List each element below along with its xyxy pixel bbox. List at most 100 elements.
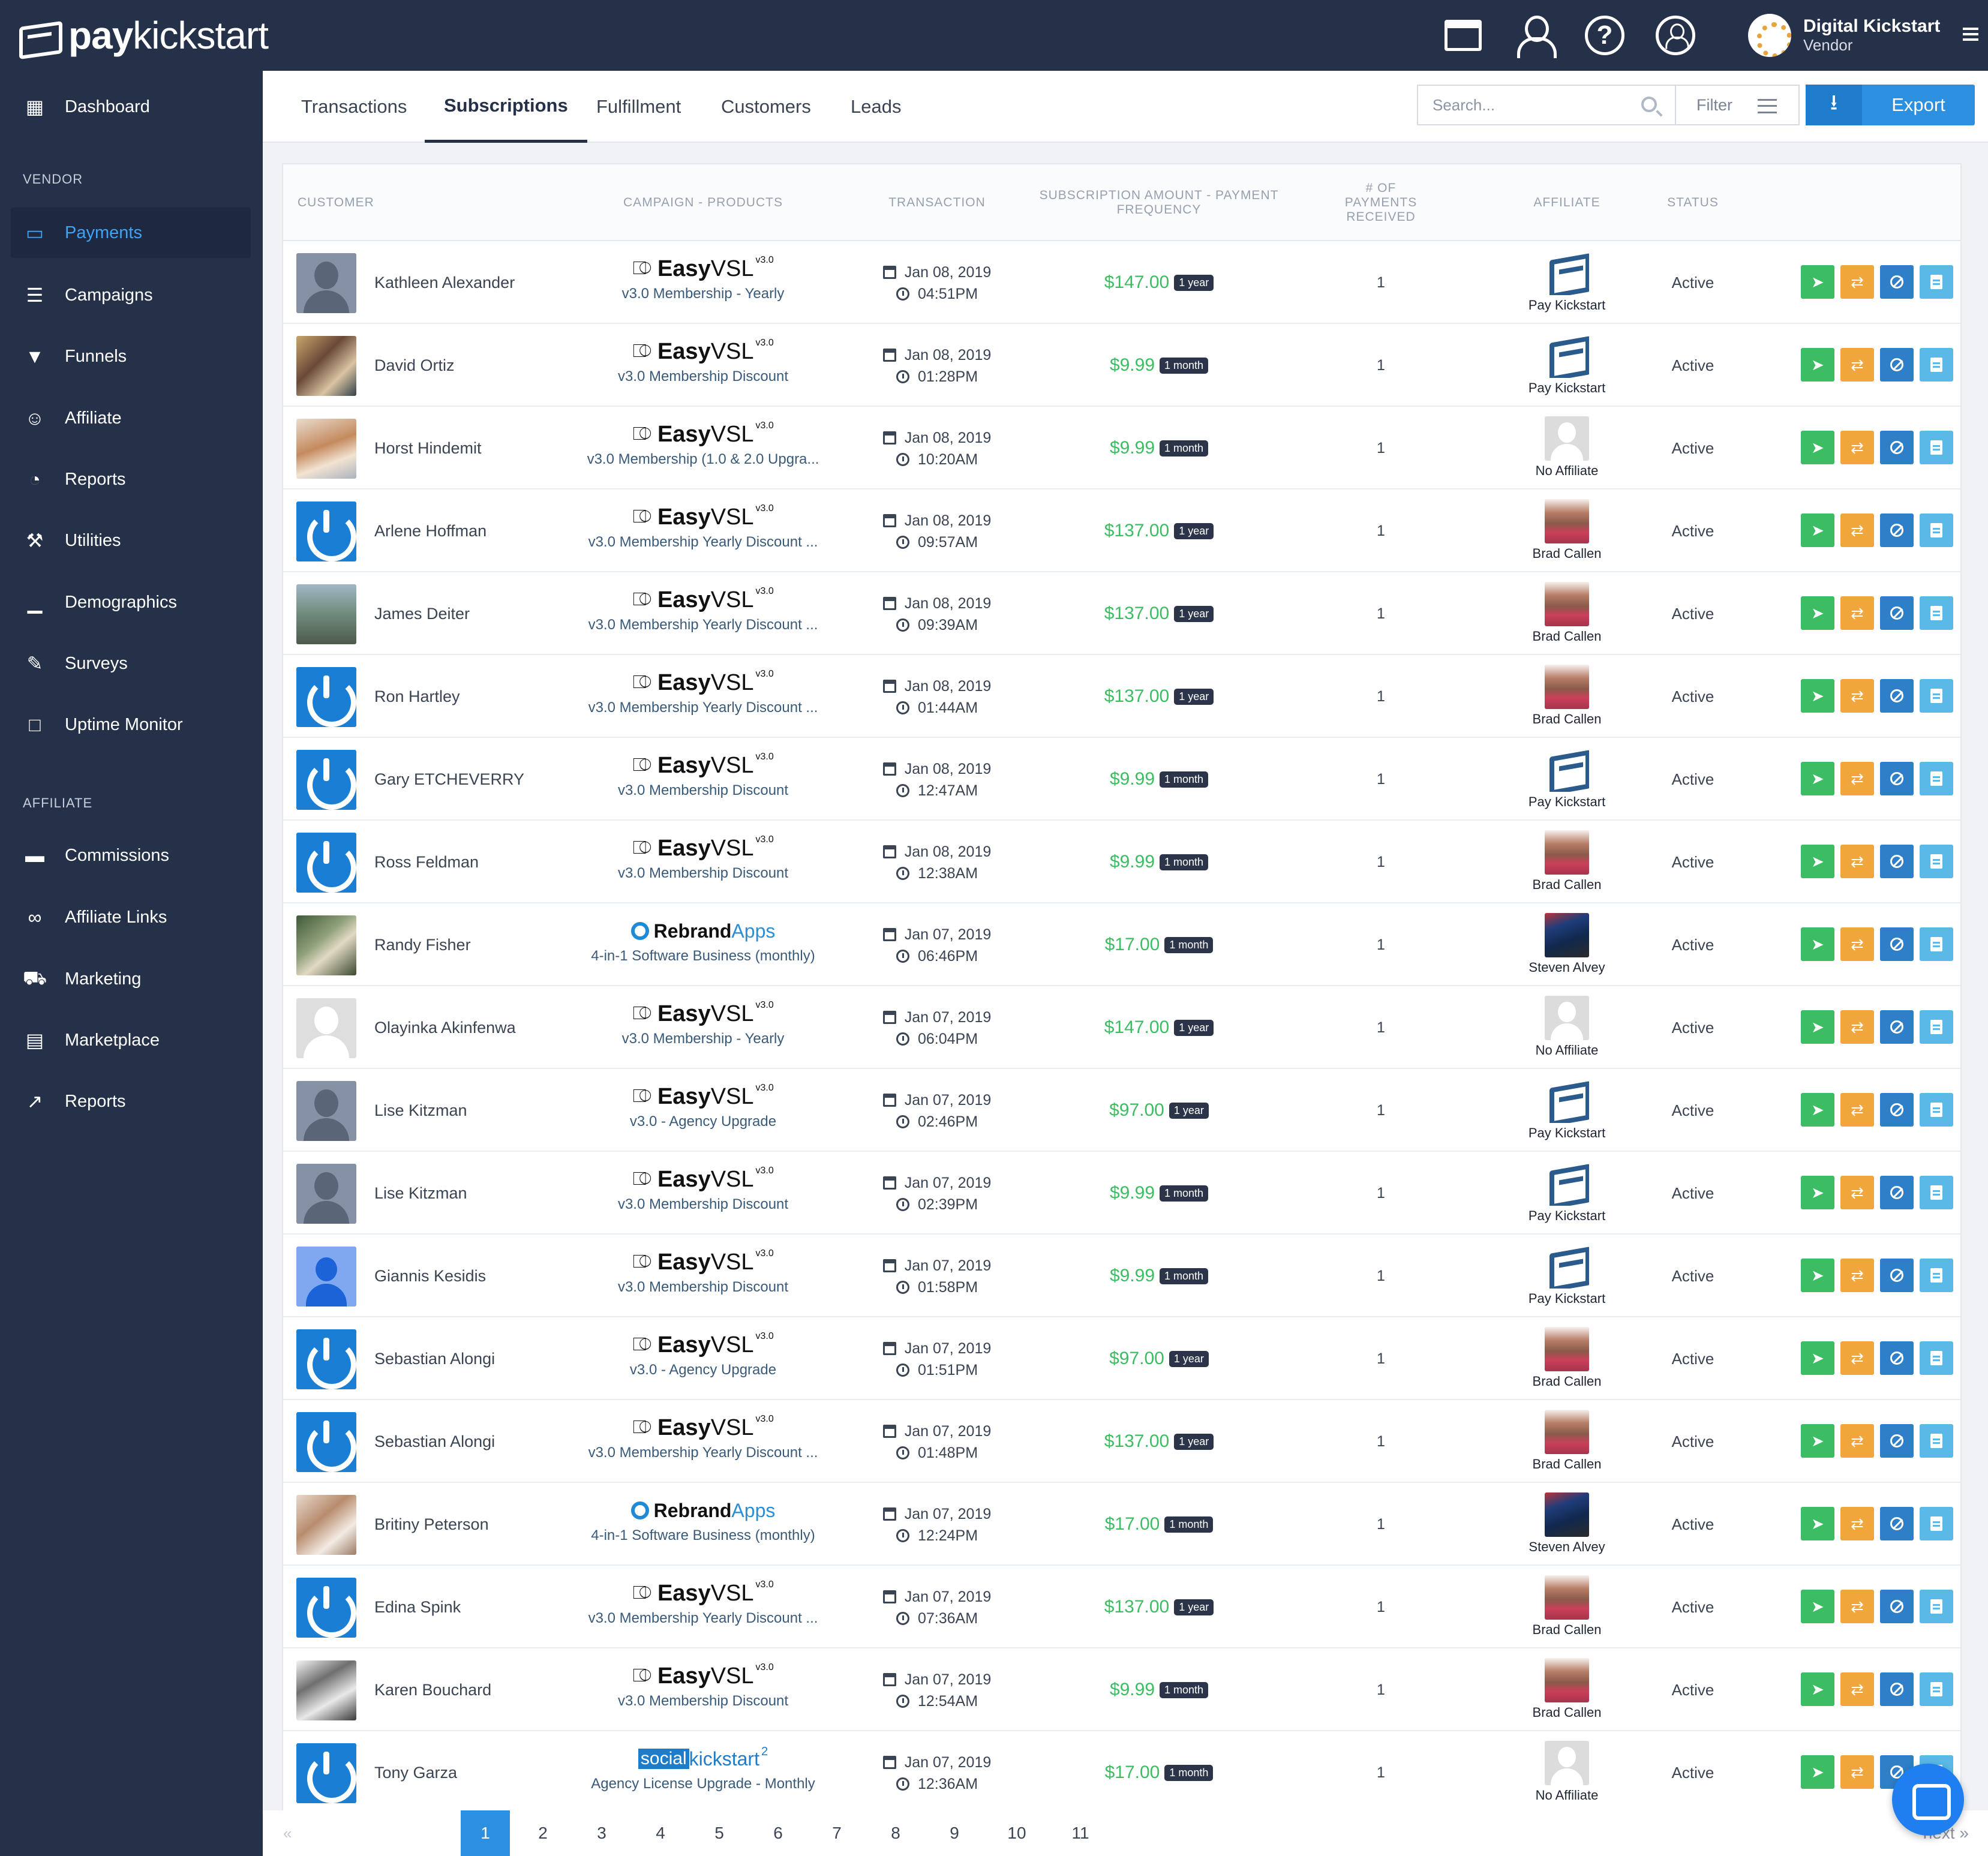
table-row[interactable]: Britiny Peterson Rebrand Apps 4-in-1 Softwa… xyxy=(283,1483,1960,1566)
change-button[interactable]: ⇄ xyxy=(1840,845,1874,878)
customer-name[interactable]: Gary ETCHEVERRY xyxy=(374,770,525,788)
change-button[interactable]: ⇄ xyxy=(1840,1672,1874,1706)
table-row[interactable]: James Deiter ⎄ Easy VSL v3.0 v3.0 Membership … xyxy=(283,572,1960,655)
send-button[interactable]: ➤ xyxy=(1801,927,1834,961)
cancel-subscription-button[interactable] xyxy=(1880,1259,1914,1292)
page-3-button[interactable]: 3 xyxy=(597,1824,606,1842)
table-row[interactable]: Sebastian Alongi ⎄ Easy VSL v3.0 v3.0 - Agenc… xyxy=(283,1317,1960,1400)
change-button[interactable]: ⇄ xyxy=(1840,679,1874,713)
sidebar-item-funnels[interactable]: ▼ Funnels xyxy=(11,331,251,382)
paykickstart-logo[interactable]: pay kickstart xyxy=(17,12,269,59)
customer-name[interactable]: Karen Bouchard xyxy=(374,1680,492,1699)
page-4-button[interactable]: 4 xyxy=(656,1824,665,1842)
affiliate-cell[interactable]: No Affiliate xyxy=(1477,416,1657,479)
invoice-button[interactable] xyxy=(1920,762,1953,795)
tab-customers[interactable]: Customers xyxy=(721,96,811,117)
affiliate-cell[interactable]: Steven Alvey xyxy=(1477,1492,1657,1555)
tab-leads[interactable]: Leads xyxy=(851,96,902,117)
cancel-subscription-button[interactable] xyxy=(1880,1176,1914,1209)
send-button[interactable]: ➤ xyxy=(1801,1259,1834,1292)
tab-transactions[interactable]: Transactions xyxy=(301,96,407,117)
tab-subscriptions[interactable]: Subscriptions xyxy=(425,71,587,143)
send-button[interactable]: ➤ xyxy=(1801,1010,1834,1044)
sidebar-item-marketing[interactable]: ⛟ Marketing xyxy=(11,954,251,1004)
change-button[interactable]: ⇄ xyxy=(1840,1010,1874,1044)
customer-name[interactable]: Ron Hartley xyxy=(374,687,460,705)
change-button[interactable]: ⇄ xyxy=(1840,1093,1874,1127)
cancel-subscription-button[interactable] xyxy=(1880,927,1914,961)
customer-name[interactable]: Tony Garza xyxy=(374,1763,458,1782)
sidebar-item-reports[interactable]: ◔ Reports xyxy=(11,454,251,504)
send-button[interactable]: ➤ xyxy=(1801,1507,1834,1540)
send-button[interactable]: ➤ xyxy=(1801,1176,1834,1209)
sidebar-item-uptime-monitor[interactable]: □ Uptime Monitor xyxy=(11,699,251,750)
send-button[interactable]: ➤ xyxy=(1801,1424,1834,1458)
send-button[interactable]: ➤ xyxy=(1801,1341,1834,1375)
account-switch-icon[interactable] xyxy=(1652,12,1699,59)
customer-name[interactable]: Lise Kitzman xyxy=(374,1184,467,1202)
send-button[interactable]: ➤ xyxy=(1801,1590,1834,1623)
table-row[interactable]: Horst Hindemit ⎄ Easy VSL v3.0 v3.0 Membershi… xyxy=(283,407,1960,489)
customer-name[interactable]: Olayinka Akinfenwa xyxy=(374,1018,516,1037)
cancel-subscription-button[interactable] xyxy=(1880,1341,1914,1375)
sidebar-item-marketplace[interactable]: ▤ Marketplace xyxy=(11,1015,251,1065)
table-row[interactable]: Lise Kitzman ⎄ Easy VSL v3.0 v3.0 Membership … xyxy=(283,1152,1960,1235)
table-row[interactable]: Ross Feldman ⎄ Easy VSL v3.0 v3.0 Membership … xyxy=(283,821,1960,903)
change-button[interactable]: ⇄ xyxy=(1840,1176,1874,1209)
invoice-button[interactable] xyxy=(1920,1010,1953,1044)
invoice-button[interactable] xyxy=(1920,927,1953,961)
invoice-button[interactable] xyxy=(1920,431,1953,464)
table-row[interactable]: Olayinka Akinfenwa ⎄ Easy VSL v3.0 v3.0 Membe… xyxy=(283,986,1960,1069)
cancel-subscription-button[interactable] xyxy=(1880,679,1914,713)
cancel-subscription-button[interactable] xyxy=(1880,1424,1914,1458)
change-button[interactable]: ⇄ xyxy=(1840,1424,1874,1458)
affiliate-cell[interactable]: Brad Callen xyxy=(1477,830,1657,893)
invoice-button[interactable] xyxy=(1920,1176,1953,1209)
table-row[interactable]: Lise Kitzman ⎄ Easy VSL v3.0 v3.0 - Agency Up… xyxy=(283,1069,1960,1152)
invoice-button[interactable] xyxy=(1920,1093,1953,1127)
page-11-button[interactable]: 11 xyxy=(1071,1824,1089,1842)
sidebar-item-surveys[interactable]: ✎ Surveys xyxy=(11,638,251,689)
cancel-subscription-button[interactable] xyxy=(1880,348,1914,382)
filter-button[interactable]: Filter xyxy=(1675,85,1800,125)
invoice-button[interactable] xyxy=(1920,1259,1953,1292)
customer-name[interactable]: David Ortiz xyxy=(374,356,455,374)
send-button[interactable]: ➤ xyxy=(1801,596,1834,630)
affiliate-cell[interactable]: Pay Kickstart xyxy=(1477,1079,1657,1141)
invoice-button[interactable] xyxy=(1920,596,1953,630)
change-button[interactable]: ⇄ xyxy=(1840,927,1874,961)
cancel-subscription-button[interactable] xyxy=(1880,762,1914,795)
menu-icon[interactable] xyxy=(1963,28,1978,41)
affiliate-cell[interactable]: Brad Callen xyxy=(1477,1327,1657,1389)
invoice-button[interactable] xyxy=(1920,845,1953,878)
table-row[interactable]: Gary ETCHEVERRY ⎄ Easy VSL v3.0 v3.0 Membersh… xyxy=(283,738,1960,821)
invoice-button[interactable] xyxy=(1920,1507,1953,1540)
sidebar-item-dashboard[interactable]: ▦ Dashboard xyxy=(11,82,251,132)
send-button[interactable]: ➤ xyxy=(1801,348,1834,382)
page-1-button[interactable]: 1 xyxy=(461,1810,510,1856)
table-row[interactable]: Giannis Kesidis ⎄ Easy VSL v3.0 v3.0 Membersh… xyxy=(283,1235,1960,1317)
change-button[interactable]: ⇄ xyxy=(1840,513,1874,547)
change-button[interactable]: ⇄ xyxy=(1840,1341,1874,1375)
table-row[interactable]: Ron Hartley ⎄ Easy VSL v3.0 v3.0 Membership Y… xyxy=(283,655,1960,738)
table-row[interactable]: Edina Spink ⎄ Easy VSL v3.0 v3.0 Membership Y… xyxy=(283,1566,1960,1648)
affiliate-cell[interactable]: Pay Kickstart xyxy=(1477,747,1657,810)
affiliate-cell[interactable]: Pay Kickstart xyxy=(1477,251,1657,313)
customer-name[interactable]: Kathleen Alexander xyxy=(374,273,515,292)
affiliate-cell[interactable]: No Affiliate xyxy=(1477,996,1657,1058)
invoice-button[interactable] xyxy=(1920,1672,1953,1706)
sidebar-item-campaigns[interactable]: ☰ Campaigns xyxy=(11,270,251,320)
cancel-subscription-button[interactable] xyxy=(1880,1093,1914,1127)
search-box[interactable] xyxy=(1417,85,1676,125)
affiliate-cell[interactable]: Pay Kickstart xyxy=(1477,1161,1657,1224)
send-button[interactable]: ➤ xyxy=(1801,1093,1834,1127)
cancel-subscription-button[interactable] xyxy=(1880,431,1914,464)
customer-name[interactable]: Lise Kitzman xyxy=(374,1101,467,1119)
send-button[interactable]: ➤ xyxy=(1801,1672,1834,1706)
customer-name[interactable]: Edina Spink xyxy=(374,1597,461,1616)
sidebar-item-demographics[interactable]: ▁ Demographics xyxy=(11,577,251,627)
affiliate-cell[interactable]: Brad Callen xyxy=(1477,1575,1657,1638)
page-5-button[interactable]: 5 xyxy=(714,1824,724,1842)
affiliate-cell[interactable]: Brad Callen xyxy=(1477,1658,1657,1720)
affiliate-cell[interactable]: No Affiliate xyxy=(1477,1741,1657,1803)
